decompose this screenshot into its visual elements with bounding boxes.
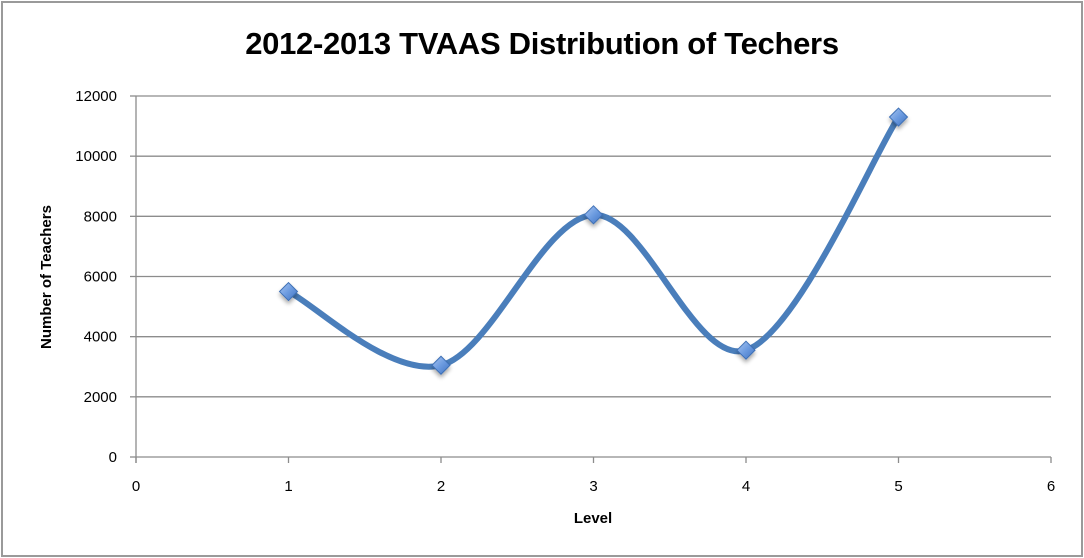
data-markers (278, 107, 909, 375)
y-tick-label: 8000 (84, 208, 117, 225)
chart-title: 2012-2013 TVAAS Distribution of Techers (245, 26, 839, 61)
series-line (285, 114, 902, 370)
diamond-marker (736, 340, 756, 360)
x-tick-label: 5 (894, 478, 902, 495)
y-axis-ticks: 0 2000 4000 6000 8000 10000 12000 (75, 88, 117, 466)
y-tick-label: 0 (109, 449, 117, 466)
diamond-marker (888, 107, 909, 127)
y-tick-label: 12000 (75, 88, 117, 105)
diamond-marker (431, 355, 451, 375)
x-axis-ticks: 0 1 2 3 4 5 6 (132, 478, 1055, 495)
x-axis-label: Level (574, 510, 612, 527)
axes (130, 95, 1052, 463)
x-tick-label: 3 (589, 478, 597, 495)
y-tick-label: 10000 (75, 148, 117, 165)
gridlines (136, 95, 1051, 398)
x-tick-label: 4 (742, 478, 750, 495)
x-tick-label: 0 (132, 478, 140, 495)
y-tick-label: 2000 (84, 389, 117, 406)
y-axis-label: Number of Teachers (38, 205, 55, 349)
diamond-marker (278, 281, 299, 302)
y-tick-label: 4000 (84, 329, 117, 346)
x-tick-label: 6 (1047, 478, 1055, 495)
y-tick-label: 6000 (84, 269, 117, 286)
diamond-marker (583, 205, 604, 225)
x-tick-label: 2 (437, 478, 445, 495)
x-tick-label: 1 (284, 478, 292, 495)
